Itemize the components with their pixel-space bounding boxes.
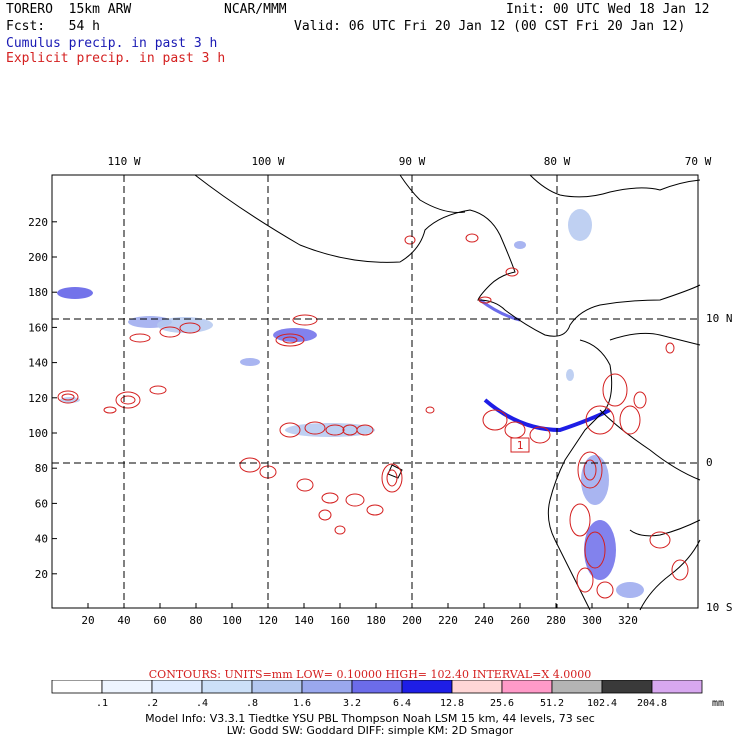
model-info-line1: Model Info: V3.3.1 Tiedtke YSU PBL Thomp… xyxy=(145,712,595,725)
colorbar-label: .2 xyxy=(146,698,158,709)
colorbar-swatch xyxy=(201,680,253,694)
y-tick-label: 80 xyxy=(35,462,48,475)
colorbar-swatch xyxy=(101,680,153,694)
contour-label-box: 1 xyxy=(510,437,530,453)
model-title: TORERO 15km ARW xyxy=(6,2,132,17)
x-tick-label: 240 xyxy=(474,614,494,627)
x-tick-label: 120 xyxy=(258,614,278,627)
lat-lon-grid xyxy=(52,175,698,608)
longitude-label: 80 W xyxy=(544,155,571,168)
colorbar-label: 102.4 xyxy=(587,698,617,709)
longitude-label: 90 W xyxy=(399,155,426,168)
colorbar: .1 .2 .4 .8 1.6 3.2 6.4 12.8 25.6 51.2 102.4 204.8 m… xyxy=(51,680,724,709)
longitude-label: 70 W xyxy=(685,155,712,168)
colorbar-swatch xyxy=(251,680,303,694)
x-tick-label: 60 xyxy=(153,614,166,627)
valid-time: Valid: 06 UTC Fri 20 Jan 12 (00 CST Fri … xyxy=(294,19,686,34)
colorbar-swatch xyxy=(601,680,653,694)
y-tick-label: 60 xyxy=(35,497,48,510)
axis-tick-labels: 20 40 60 80 100 120 140 160 180 200 220 240 260 280 30… xyxy=(28,155,732,627)
axis-ticks xyxy=(52,221,629,608)
y-tick-label: 160 xyxy=(28,321,48,334)
colorbar-label: .1 xyxy=(96,698,108,709)
cumulus-precip-shading xyxy=(57,209,644,598)
colorbar-swatch xyxy=(451,680,503,694)
x-tick-label: 200 xyxy=(402,614,422,627)
latitude-label: 0 xyxy=(706,456,713,469)
colorbar-label: 6.4 xyxy=(393,698,411,709)
colorbar-label: 204.8 xyxy=(637,698,667,709)
x-tick-label: 320 xyxy=(618,614,638,627)
colorbar-swatch xyxy=(401,680,453,694)
x-tick-label: 220 xyxy=(438,614,458,627)
y-tick-label: 100 xyxy=(28,427,48,440)
init-time: Init: 00 UTC Wed 18 Jan 12 xyxy=(506,2,710,17)
colorbar-swatch xyxy=(551,680,603,694)
y-tick-label: 20 xyxy=(35,568,48,581)
colorbar-swatch xyxy=(501,680,553,694)
contours-info: CONTOURS: UNITS=mm LOW= 0.10000 HIGH= 10… xyxy=(148,668,592,681)
x-tick-label: 160 xyxy=(330,614,350,627)
colorbar-swatch xyxy=(151,680,203,694)
cumulus-precip-legend: Cumulus precip. in past 3 h xyxy=(6,36,218,51)
y-tick-label: 220 xyxy=(28,216,48,229)
y-tick-label: 40 xyxy=(35,533,48,546)
x-tick-label: 180 xyxy=(366,614,386,627)
x-tick-label: 300 xyxy=(582,614,602,627)
colorbar-swatch xyxy=(651,680,703,694)
colorbar-swatch xyxy=(351,680,403,694)
plot-frame xyxy=(51,174,699,609)
colorbar-swatch xyxy=(301,680,353,694)
colorbar-unit: mm xyxy=(712,698,724,709)
model-info-line2: LW: Godd SW: Goddard DIFF: simple KM: 2D… xyxy=(226,724,514,737)
y-tick-label: 200 xyxy=(28,251,48,264)
organization-label: NCAR/MMM xyxy=(224,2,287,17)
x-tick-label: 100 xyxy=(222,614,242,627)
explicit-precip-legend: Explicit precip. in past 3 h xyxy=(6,51,226,66)
x-tick-label: 40 xyxy=(117,614,130,627)
colorbar-label: 25.6 xyxy=(490,698,514,709)
svg-text:1: 1 xyxy=(517,439,524,452)
latitude-label: 10 S xyxy=(706,601,733,614)
x-tick-label: 280 xyxy=(546,614,566,627)
y-tick-label: 140 xyxy=(28,357,48,370)
coastlines xyxy=(194,174,701,611)
latitude-label: 10 N xyxy=(706,312,733,325)
x-tick-label: 20 xyxy=(81,614,94,627)
colorbar-swatch xyxy=(51,680,103,694)
longitude-label: 110 W xyxy=(107,155,140,168)
y-tick-label: 120 xyxy=(28,392,48,405)
x-tick-label: 260 xyxy=(510,614,530,627)
x-tick-label: 140 xyxy=(294,614,314,627)
colorbar-label: .4 xyxy=(196,698,208,709)
x-tick-label: 80 xyxy=(189,614,202,627)
longitude-label: 100 W xyxy=(251,155,284,168)
y-tick-label: 180 xyxy=(28,286,48,299)
colorbar-label: 1.6 xyxy=(293,698,311,709)
forecast-hour: Fcst: 54 h xyxy=(6,19,100,34)
colorbar-label: 51.2 xyxy=(540,698,564,709)
colorbar-label: 3.2 xyxy=(343,698,361,709)
colorbar-label: .8 xyxy=(246,698,258,709)
colorbar-label: 12.8 xyxy=(440,698,464,709)
explicit-precip-contours xyxy=(57,233,689,599)
